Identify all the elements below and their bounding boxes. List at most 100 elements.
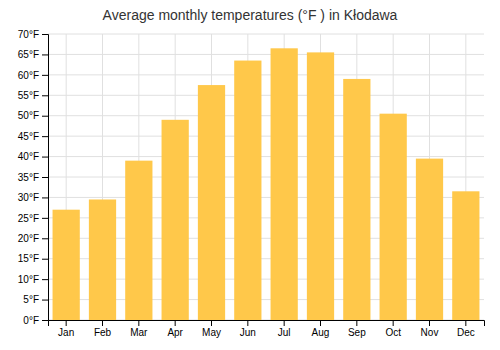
bar [198,85,225,320]
y-tick: 55°F [18,90,48,101]
x-tick-mark [320,320,321,326]
y-tick: 10°F [18,274,48,285]
x-tick: Jul [278,320,291,338]
y-tick-mark [42,320,48,321]
y-tick-mark [42,136,48,137]
y-tick: 5°F [23,294,48,305]
x-tick-mark [102,320,103,326]
x-tick-mark [138,320,139,326]
x-tick-mark [247,320,248,326]
y-tick-label: 35°F [18,172,39,183]
x-tick-mark [66,320,67,326]
x-tick: Jun [240,320,256,338]
y-tick-mark [42,95,48,96]
x-tick-mark [356,320,357,326]
y-tick-mark [42,218,48,219]
y-tick: 60°F [18,70,48,81]
x-tick: Nov [421,320,439,338]
bar [307,52,334,320]
x-tick: Oct [385,320,401,338]
grid-line [48,95,484,96]
bars [53,48,480,320]
y-tick-mark [42,238,48,239]
y-tick-label: 50°F [18,110,39,121]
y-tick-label: 60°F [18,70,39,81]
grid-line [48,115,484,116]
x-tick-label: Dec [457,327,475,338]
y-tick-label: 25°F [18,213,39,224]
x-axis: Jan Feb Mar Apr May Jun Jul Aug Sep Oct Nov Dec [49,320,485,338]
y-tick-label: 55°F [18,90,39,101]
bar [234,61,261,320]
x-tick-label: Jun [240,327,256,338]
grid [48,34,484,320]
x-tick-label: Apr [167,327,183,338]
grid-line [48,74,484,75]
y-tick-label: 40°F [18,151,39,162]
y-tick: 50°F [18,110,48,121]
y-tick-mark [42,197,48,198]
y-tick-mark [42,177,48,178]
bar [343,79,370,320]
y-tick-mark [42,75,48,76]
y-tick-label: 45°F [18,131,39,142]
bar [271,48,298,320]
x-tick: Feb [94,320,112,338]
x-tick-mark [429,320,430,326]
x-tick: May [202,320,221,338]
x-tick-label: Oct [385,327,401,338]
y-tick: 20°F [18,233,48,244]
y-tick-label: 15°F [18,253,39,264]
x-tick-mark [211,320,212,326]
bar [380,114,407,320]
grid-line [48,156,484,157]
grid-line [48,136,484,137]
x-tick-mark [284,320,285,326]
x-tick-label: Jan [58,327,74,338]
y-tick-mark [42,157,48,158]
y-tick: 70°F [18,29,48,40]
x-tick-mark [465,320,466,326]
y-tick: 45°F [18,131,48,142]
y-tick-mark [42,116,48,117]
title: Average monthly temperatures (°F ) in Kł… [103,7,398,23]
y-axis-line [42,35,49,321]
y-tick-mark [42,300,48,301]
x-tick-mark [393,320,394,326]
y-tick-mark [42,34,48,35]
y-tick-label: 5°F [23,294,39,305]
y-tick-label: 0°F [23,315,39,326]
x-tick: Aug [312,320,330,338]
x-tick-label: Jul [278,327,291,338]
bar [125,161,152,320]
plot: 0°F 5°F 10°F 15°F 20°F 25°F 30°F 35°F 40°F 45°F 50… [18,29,485,338]
y-tick: 30°F [18,192,48,203]
y-tick: 15°F [18,253,48,264]
bar [53,210,80,320]
grid-line [48,54,484,55]
y-tick-label: 10°F [18,274,39,285]
x-tick: Jan [58,320,74,338]
x-tick-mark [175,320,176,326]
x-axis-line [49,321,485,327]
x-tick: Dec [457,320,475,338]
x-tick-label: Sep [348,327,366,338]
y-tick: 0°F [23,315,48,326]
y-tick-label: 30°F [18,192,39,203]
x-tick: Apr [167,320,183,338]
x-tick: Mar [130,320,148,338]
bar [162,120,189,320]
y-tick-mark [42,279,48,280]
y-tick-mark [42,259,48,260]
y-tick: 65°F [18,49,48,60]
x-tick-label: Mar [130,327,148,338]
y-tick-label: 65°F [18,49,39,60]
y-tick-label: 70°F [18,29,39,40]
y-tick-mark [42,54,48,55]
x-tick: Sep [348,320,366,338]
chart: Average monthly temperatures (°F ) in Kł… [0,0,500,350]
x-tick-label: Nov [421,327,439,338]
bar [452,191,479,320]
y-axis: 0°F 5°F 10°F 15°F 20°F 25°F 30°F 35°F 40°F 45°F 50… [18,29,49,326]
x-tick-label: Aug [312,327,330,338]
